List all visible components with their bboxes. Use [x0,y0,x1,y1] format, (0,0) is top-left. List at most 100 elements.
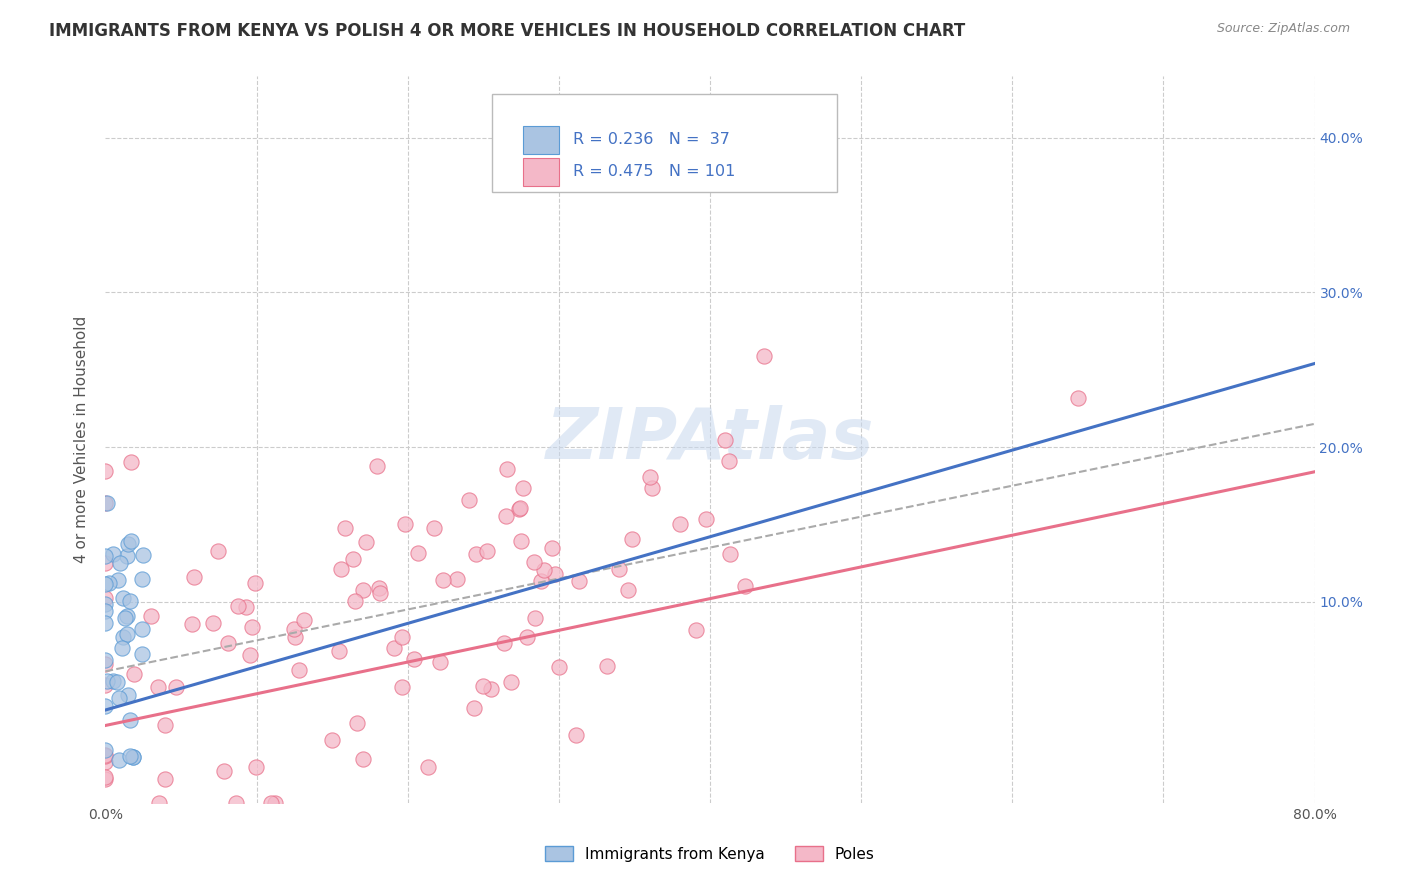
Point [530,574,553,589]
Point [496,462,519,476]
Point [212,764,235,778]
Point [239,648,262,662]
Point [734,579,756,593]
Point [565,728,588,742]
Point [544,566,567,581]
Point [366,458,388,473]
Point [165,680,187,694]
Legend: Immigrants from Kenya, Poles: Immigrants from Kenya, Poles [538,839,882,868]
Point [108,556,131,570]
Point [245,760,267,774]
Point [492,635,515,649]
Point [94,771,117,785]
Point [1066,391,1088,405]
Point [108,691,131,706]
Point [111,630,134,644]
Text: R = 0.475   N = 101: R = 0.475 N = 101 [574,164,735,179]
Point [416,760,439,774]
Point [669,517,692,532]
Point [391,680,413,694]
Point [568,574,591,588]
Point [342,551,364,566]
Point [105,675,128,690]
Point [329,562,352,576]
Point [117,608,139,623]
Point [94,743,117,757]
Point [328,644,350,658]
Point [94,549,117,563]
Point [111,591,134,606]
Point [121,750,143,764]
Point [616,583,638,598]
Point [101,547,124,561]
Point [153,772,176,787]
Point [471,679,494,693]
Point [284,630,307,644]
Point [94,604,117,618]
Point [94,576,117,591]
Point [243,576,266,591]
Point [714,434,737,448]
Point [382,640,405,655]
Point [120,455,142,469]
Point [240,620,263,634]
Point [96,673,118,688]
Point [96,496,118,510]
Point [499,675,522,690]
Point [94,597,117,611]
Point [131,647,153,661]
Point [148,796,170,810]
Point [94,749,117,764]
Bar [523,126,560,153]
Point [94,556,117,570]
Point [217,636,239,650]
Point [475,543,498,558]
Point [541,541,564,555]
Point [523,555,546,569]
Point [94,657,117,672]
Text: ZIPAtlas: ZIPAtlas [546,405,875,474]
Point [226,599,249,614]
Point [446,572,468,586]
Point [94,591,117,606]
Point [131,573,153,587]
Point [122,666,145,681]
Point [98,575,121,590]
Point [117,627,139,641]
Point [463,700,485,714]
Text: R = 0.236   N =  37: R = 0.236 N = 37 [574,132,730,147]
Point [495,509,517,524]
Point [94,755,117,769]
Point [523,610,546,624]
Point [94,747,117,762]
Point [429,656,451,670]
Text: IMMIGRANTS FROM KENYA VS POLISH 4 OR MORE VEHICLES IN HOUSEHOLD CORRELATION CHAR: IMMIGRANTS FROM KENYA VS POLISH 4 OR MOR… [49,22,966,40]
Point [367,581,389,595]
Point [94,653,117,667]
Point [101,673,124,688]
Point [288,663,311,677]
Point [114,611,136,625]
Point [458,493,481,508]
Point [718,453,741,467]
Point [235,600,257,615]
Point [406,546,429,560]
Point [464,547,486,561]
Point [343,593,366,607]
Point [508,501,530,516]
Point [368,586,391,600]
Point [94,464,117,478]
Point [263,796,285,810]
Point [547,660,569,674]
Point [225,796,247,810]
Y-axis label: 4 or more Vehicles in Household: 4 or more Vehicles in Household [75,316,90,563]
Point [638,469,661,483]
Point [94,496,117,510]
Point [183,570,205,584]
Point [423,521,446,535]
Point [596,659,619,673]
Point [283,622,305,636]
Point [118,713,141,727]
Point [754,350,776,364]
Point [402,652,425,666]
